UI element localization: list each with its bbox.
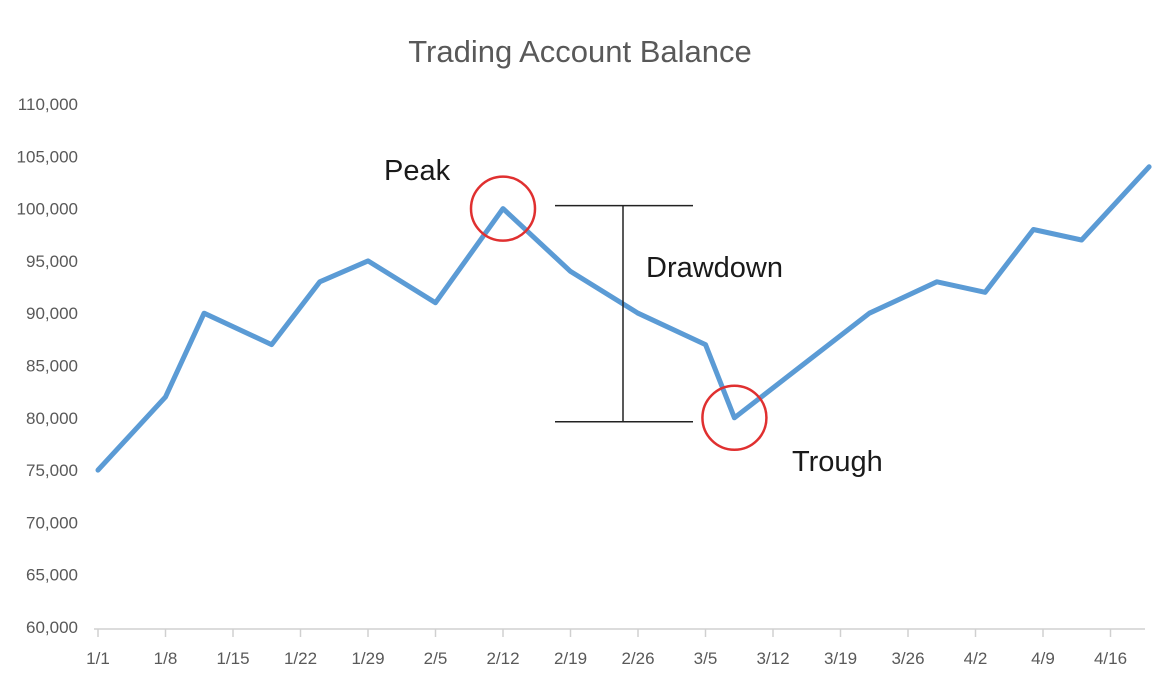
x-tick-label: 3/5 bbox=[694, 649, 718, 668]
x-tick-label: 3/19 bbox=[824, 649, 857, 668]
data-point bbox=[732, 415, 737, 420]
y-tick-label: 80,000 bbox=[26, 409, 78, 428]
y-tick-label: 105,000 bbox=[17, 147, 78, 166]
x-tick-label: 4/16 bbox=[1094, 649, 1127, 668]
x-axis: 1/1 1/8 1/15 1/22 1/29 2/5 2/12 2/19 2/26 3/5 3/12… bbox=[86, 628, 1145, 668]
y-tick-label: 85,000 bbox=[26, 357, 78, 376]
y-tick-label: 95,000 bbox=[26, 252, 78, 271]
data-point bbox=[568, 269, 573, 274]
x-tick-label: 1/8 bbox=[154, 649, 178, 668]
x-tick-label: 2/5 bbox=[424, 649, 448, 668]
drawdown-label: Drawdown bbox=[646, 252, 783, 284]
peak-label: Peak bbox=[384, 155, 451, 187]
x-tick-label: 1/1 bbox=[86, 649, 110, 668]
y-tick-label: 65,000 bbox=[26, 566, 78, 585]
x-tick-label: 2/12 bbox=[486, 649, 519, 668]
data-point bbox=[799, 363, 804, 368]
data-point bbox=[1147, 164, 1152, 169]
series-line bbox=[95, 164, 1152, 473]
data-point bbox=[269, 342, 274, 347]
x-tick-label: 1/29 bbox=[351, 649, 384, 668]
x-tick-label: 1/15 bbox=[216, 649, 249, 668]
data-point bbox=[501, 206, 506, 211]
data-point bbox=[1031, 227, 1036, 232]
x-tick-label: 3/26 bbox=[891, 649, 924, 668]
y-tick-label: 90,000 bbox=[26, 304, 78, 323]
y-tick-label: 60,000 bbox=[26, 618, 78, 637]
data-point bbox=[983, 290, 988, 295]
y-tick-label: 100,000 bbox=[17, 200, 78, 219]
data-point bbox=[867, 311, 872, 316]
trough-label: Trough bbox=[792, 446, 883, 478]
data-point bbox=[96, 468, 101, 473]
trough-circle bbox=[701, 384, 768, 452]
data-point bbox=[433, 300, 438, 305]
chart-title: Trading Account Balance bbox=[408, 34, 752, 69]
data-point bbox=[317, 279, 322, 284]
data-point bbox=[163, 394, 168, 399]
x-tick-label: 1/22 bbox=[284, 649, 317, 668]
data-point bbox=[1079, 237, 1084, 242]
y-tick-label: 75,000 bbox=[26, 461, 78, 480]
peak-circle bbox=[469, 175, 537, 242]
y-axis: 60,000 65,000 70,000 75,000 80,000 85,000 90,0… bbox=[17, 95, 78, 637]
x-tick-label: 2/19 bbox=[554, 649, 587, 668]
data-point bbox=[934, 279, 939, 284]
data-point bbox=[703, 342, 708, 347]
data-point bbox=[366, 258, 371, 263]
data-point bbox=[202, 311, 207, 316]
data-point bbox=[636, 311, 641, 316]
series-group bbox=[95, 164, 1152, 473]
y-tick-label: 110,000 bbox=[18, 95, 78, 114]
y-tick-label: 70,000 bbox=[26, 513, 78, 532]
x-tick-label: 4/2 bbox=[964, 649, 988, 668]
x-tick-label: 3/12 bbox=[756, 649, 789, 668]
x-tick-label: 2/26 bbox=[621, 649, 654, 668]
x-tick-label: 4/9 bbox=[1031, 649, 1055, 668]
annotations-group: Peak Trough Drawdown bbox=[384, 155, 883, 478]
